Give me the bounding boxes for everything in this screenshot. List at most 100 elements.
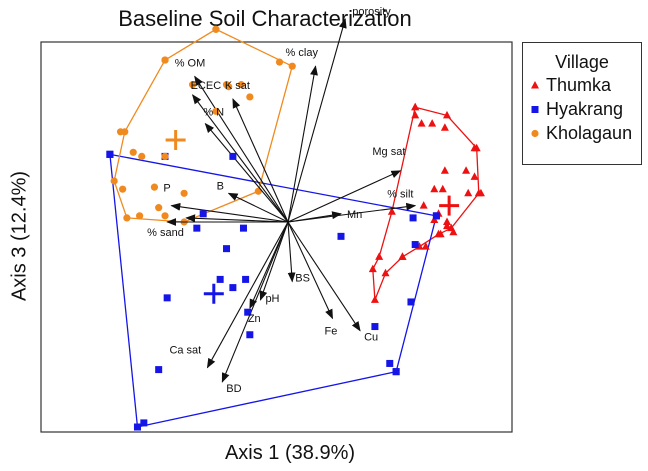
vector-label: % N — [203, 107, 224, 119]
vector-arrow — [287, 65, 318, 223]
hyakrang-point — [407, 298, 415, 306]
hyakrang-point — [133, 423, 141, 431]
thumka-point — [417, 119, 426, 127]
kholagaun-point — [212, 25, 220, 33]
legend-marker-shape — [531, 81, 539, 89]
legend-symbol — [529, 103, 541, 115]
kholagaun-point — [189, 81, 197, 89]
legend-marker-shape — [531, 129, 539, 138]
legend-entries: Thumka Hyakrang Kholagaun — [523, 73, 641, 145]
thumka-point — [462, 166, 471, 174]
vector-label: Mn — [347, 209, 362, 221]
vector-arrow — [204, 122, 289, 223]
legend-entry-hyakrang: Hyakrang — [529, 97, 641, 121]
thumka-point — [419, 201, 428, 209]
thumka-hull-vertex — [443, 110, 451, 119]
legend-marker — [531, 129, 539, 138]
thumka-point — [440, 166, 449, 174]
vector-arrow — [259, 221, 289, 301]
legend-label: Hyakrang — [546, 98, 624, 119]
hyakrang-point — [155, 366, 163, 374]
vector-label-layer: porosity % clay K sat % OM ECEC % N B P % sand Mg… — [147, 6, 413, 395]
kholagaun-point — [246, 93, 254, 101]
hyakrang-point — [106, 150, 114, 158]
kholagaun-point — [129, 148, 137, 156]
hyakrang-point — [163, 294, 171, 302]
hyakrang-point — [392, 368, 400, 376]
kholagaun-point — [212, 107, 220, 115]
vector-label: BD — [226, 383, 241, 395]
legend-symbol — [529, 79, 541, 91]
x-axis-label: Axis 1 (38.9%) — [224, 442, 356, 464]
kholagaun-point — [275, 58, 284, 66]
thumka-point — [443, 221, 451, 230]
kholagaun-point — [155, 204, 163, 212]
kholagaun-point — [116, 128, 125, 136]
chart-title: Baseline Soil Characterization — [118, 6, 412, 31]
vector-arrow — [287, 221, 334, 320]
kholagaun-point — [136, 212, 144, 220]
vector-arrow — [232, 98, 289, 223]
legend-entry-thumka: Thumka — [529, 73, 641, 97]
thumka-point — [411, 110, 420, 119]
thumka-hull-vertex — [370, 295, 379, 303]
vector-label: BS — [295, 272, 310, 284]
vector-arrow — [287, 170, 402, 223]
point-layer — [106, 25, 485, 431]
vector-arrow — [287, 211, 342, 223]
hyakrang-point — [140, 419, 148, 427]
legend-entry-kholagaun: Kholagaun — [529, 121, 641, 145]
vector-label: % OM — [175, 57, 206, 69]
hyakrang-point — [193, 224, 201, 232]
kholagaun-point — [225, 83, 233, 91]
thumka-point — [430, 184, 439, 193]
thumka-hull — [372, 106, 480, 301]
legend-label: Kholagaun — [546, 122, 633, 143]
thumka-hull-vertex — [368, 264, 377, 273]
thumka-hull-vertex — [387, 207, 396, 215]
thumka-point — [464, 188, 473, 197]
vector-arrow — [287, 221, 296, 283]
vector-label: % clay — [286, 47, 319, 59]
hyakrang-point — [229, 284, 237, 292]
hyakrang-point — [411, 241, 419, 249]
hyakrang-point — [223, 245, 231, 253]
hyakrang-point — [216, 275, 224, 283]
thumka-point — [398, 252, 407, 260]
y-axis-label: Axis 3 (12.4%) — [8, 170, 31, 302]
kholagaun-point — [150, 183, 159, 191]
legend-symbol — [529, 127, 541, 139]
kholagaun-point — [180, 189, 188, 197]
kholagaun-hull-vertex — [254, 187, 262, 195]
vector-label: Cu — [364, 332, 378, 344]
thumka-point — [428, 119, 437, 127]
vector-arrow — [185, 214, 289, 223]
thumka-point — [436, 229, 445, 238]
vector-label: K sat — [225, 80, 250, 92]
thumka-point — [470, 143, 479, 152]
kholagaun-hull-vertex — [110, 177, 118, 185]
hyakrang-point — [409, 214, 417, 222]
hyakrang-point — [229, 152, 237, 160]
legend-title: Village — [555, 52, 609, 72]
plot-frame — [40, 41, 513, 433]
hyakrang-point — [371, 323, 379, 331]
thumka-point — [443, 217, 451, 225]
hyakrang-point — [199, 210, 207, 218]
legend-marker — [531, 81, 539, 89]
legend: Village Thumka Hyakrang Kholagaun — [522, 42, 642, 165]
thumka-hull-vertex — [411, 102, 420, 111]
hyakrang-point — [242, 275, 250, 283]
kholagaun-point — [161, 212, 169, 220]
hyakrang-point — [337, 232, 345, 240]
thumka-point — [476, 188, 485, 197]
hyakrang-point — [239, 224, 247, 232]
vector-label: Mg sat — [372, 146, 405, 158]
vector-arrow — [192, 94, 289, 223]
vector-arrow — [227, 192, 289, 223]
hyakrang-point — [386, 359, 394, 367]
kholagaun-point — [138, 152, 146, 160]
kholagaun-point — [119, 185, 127, 193]
thumka-point — [421, 242, 430, 250]
hyakrang-point — [244, 308, 252, 316]
